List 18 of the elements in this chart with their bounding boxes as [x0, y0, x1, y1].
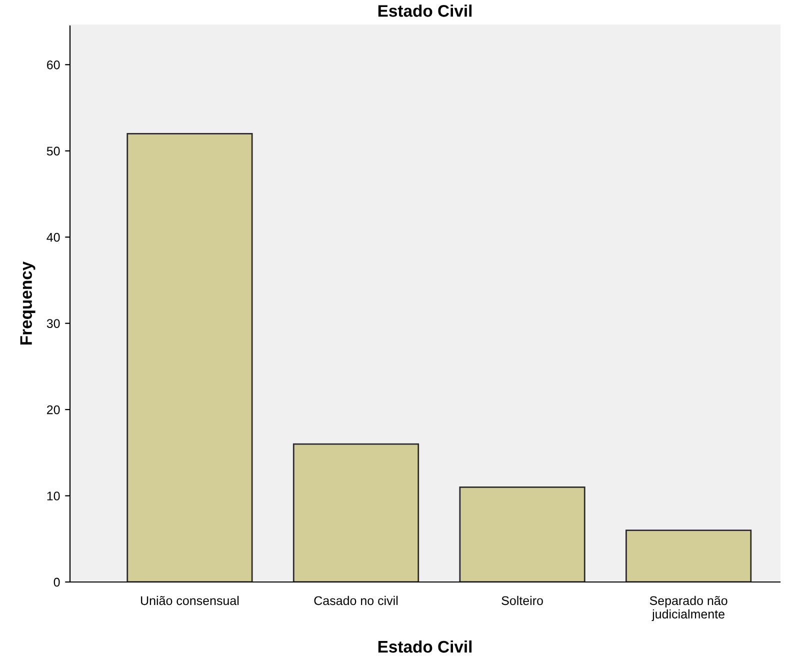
x-tick-label: União consensual	[141, 596, 239, 606]
x-tick-label: Solteiro	[502, 596, 543, 606]
bar	[459, 486, 586, 582]
x-tick-label: Separado não judicialmente	[650, 596, 728, 622]
y-tick-label: 10	[47, 492, 60, 500]
y-tick-label: 0	[54, 578, 60, 587]
x-tick-label: Casado no civil	[314, 596, 398, 606]
y-tick-label: 60	[47, 60, 60, 70]
y-axis-title: Frequency	[20, 261, 36, 345]
bar	[626, 530, 752, 582]
bar	[292, 443, 420, 582]
bar	[126, 132, 253, 582]
y-tick-label: 20	[47, 405, 60, 414]
y-tick-label: 40	[46, 232, 60, 242]
y-tick-label: 30	[46, 319, 60, 328]
x-axis-title: Estado Civil	[378, 640, 472, 653]
y-tick-label: 50	[46, 146, 60, 156]
chart-title: Estado Civil	[378, 4, 472, 17]
